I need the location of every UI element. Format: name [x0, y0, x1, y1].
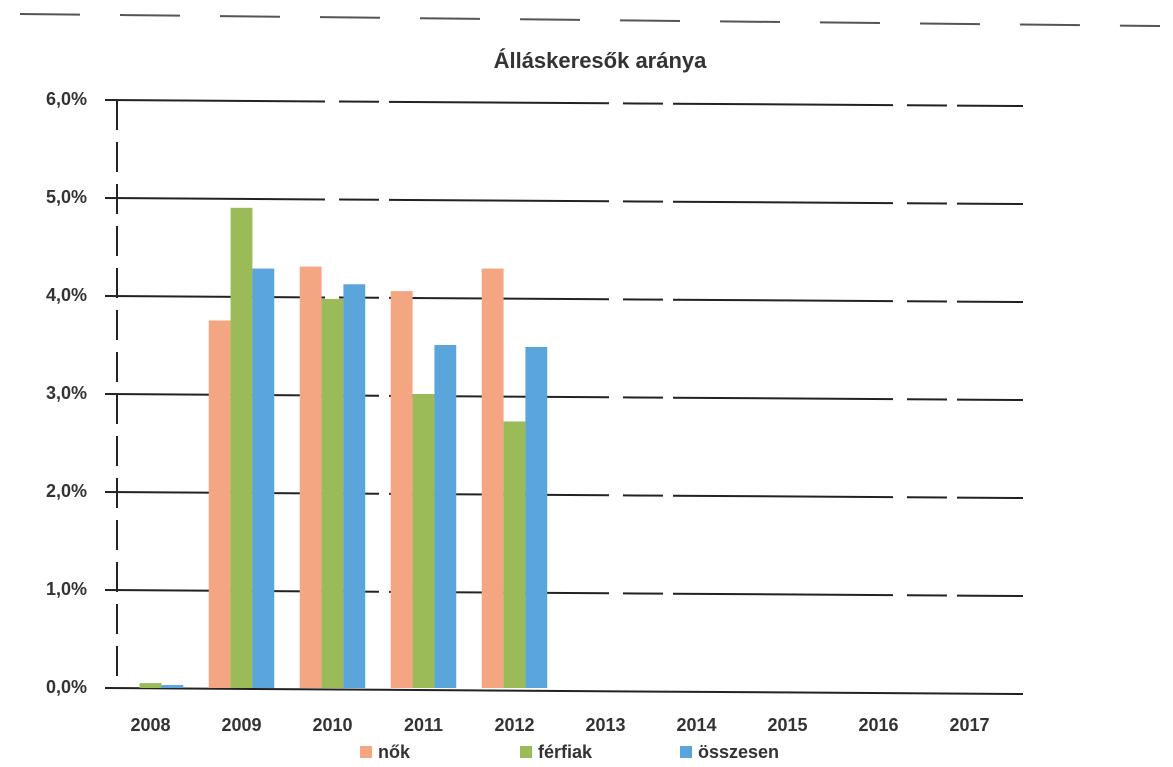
bar [525, 346, 548, 688]
legend-swatch [520, 746, 532, 758]
y-tick-label: 5,0% [46, 187, 87, 207]
x-tick-label: 2009 [221, 715, 261, 735]
y-tick-label: 1,0% [46, 579, 87, 599]
bar [481, 268, 504, 688]
bar [230, 207, 253, 689]
y-tick-label: 6,0% [46, 89, 87, 109]
x-tick-label: 2010 [312, 715, 352, 735]
y-tick-label: 4,0% [46, 285, 87, 305]
x-tick-label: 2012 [494, 715, 534, 735]
y-tick-label: 2,0% [46, 481, 87, 501]
grid-line [104, 197, 1024, 205]
legend-swatch [360, 746, 372, 758]
bar [434, 345, 457, 688]
bar [299, 266, 322, 688]
x-tick-label: 2013 [585, 715, 625, 735]
legend-label: férfiak [538, 742, 593, 762]
x-tick-label: 2014 [676, 715, 716, 735]
x-tick-label: 2017 [949, 715, 989, 735]
bar [321, 298, 344, 688]
grid-line [104, 99, 1024, 107]
legend-label: nők [378, 742, 411, 762]
grid-line [104, 687, 1024, 695]
x-tick-label: 2015 [767, 715, 807, 735]
bar [390, 291, 413, 688]
bar [208, 320, 231, 688]
bar [161, 685, 184, 688]
bar [343, 284, 366, 688]
chart-title: Álláskeresők aránya [494, 48, 708, 73]
legend-swatch [680, 746, 692, 758]
y-tick-label: 3,0% [46, 383, 87, 403]
scan-border [19, 13, 1161, 27]
bar [252, 268, 275, 688]
x-tick-label: 2011 [404, 715, 443, 735]
bar [412, 394, 435, 688]
legend-label: összesen [698, 742, 779, 762]
x-tick-label: 2016 [858, 715, 898, 735]
x-tick-label: 2008 [130, 715, 170, 735]
y-tick-label: 0,0% [46, 677, 87, 697]
bar [139, 683, 162, 688]
bar [503, 421, 526, 688]
